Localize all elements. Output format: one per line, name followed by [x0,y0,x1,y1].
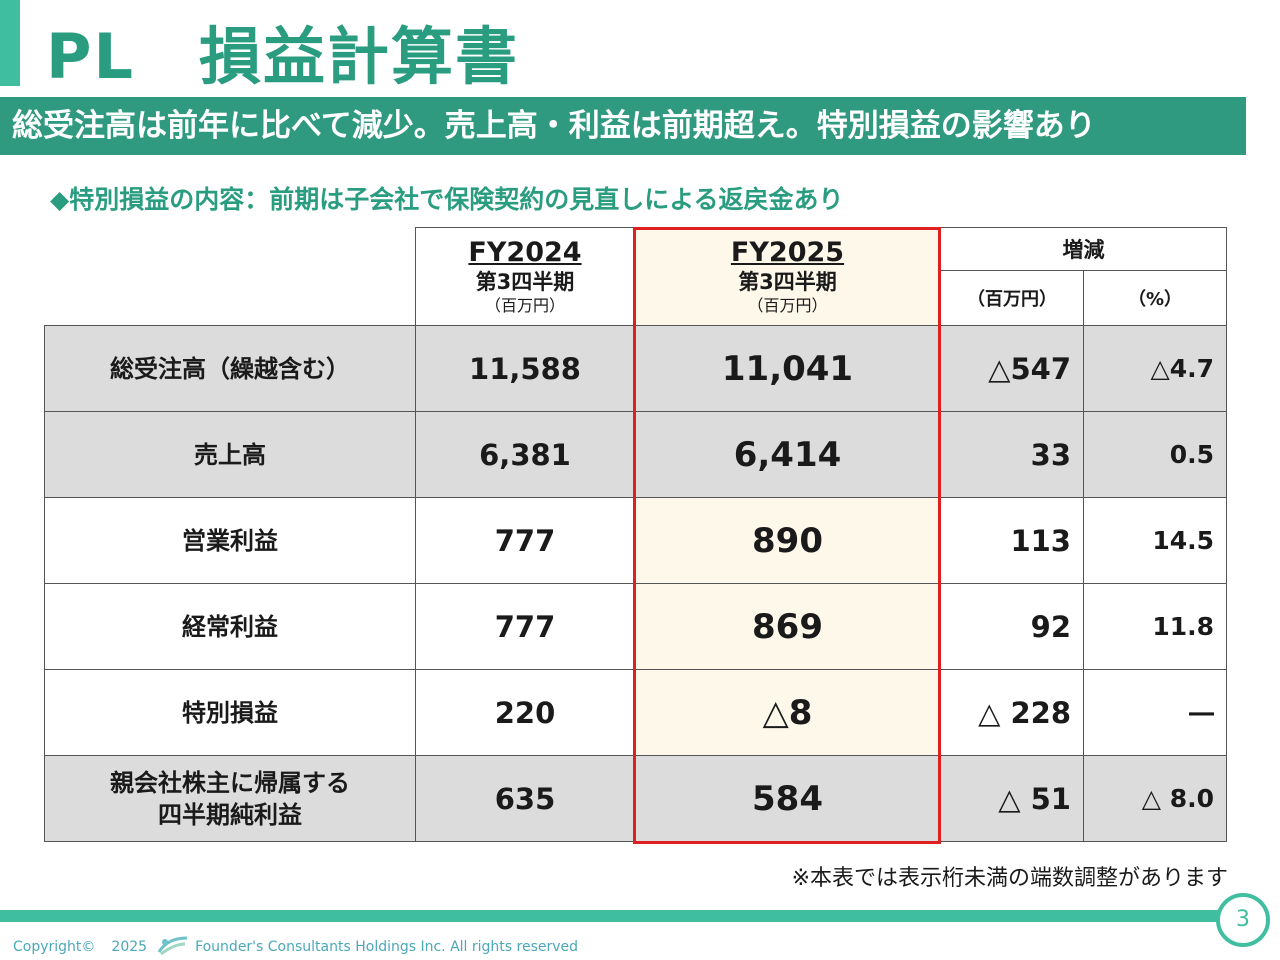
fy2025-value: 584 [634,755,941,842]
title-accent-bar [0,0,20,86]
diff-pct: ― [1083,669,1227,756]
diff-value: 92 [940,583,1084,670]
fy2025-period: 第3四半期 [738,269,837,294]
diff-value: 113 [940,497,1084,584]
row-label: 経常利益 [44,583,416,670]
header-blank-cell [44,227,416,326]
fy2024-value: 220 [415,669,635,756]
row-label: 特別損益 [44,669,416,756]
fy2025-year: FY2025 [730,236,845,268]
fy2024-value: 777 [415,583,635,670]
row-label: 営業利益 [44,497,416,584]
fy2024-value: 777 [415,497,635,584]
fy2025-value: 869 [634,583,941,670]
footer-copyright: Copyright© 2025 Founder's Consultants Ho… [13,934,578,960]
table-row: 売上高 6,381 6,414 33 0.5 [44,411,1227,498]
special-items-note: ◆特別損益の内容：前期は子会社で保険契約の見直しによる返戻金あり [50,185,844,214]
fy2025-value: 6,414 [634,411,941,498]
diff-value: 33 [940,411,1084,498]
header-diff-unit-pct: （%） [1083,270,1227,326]
row-label: 親会社株主に帰属する 四半期純利益 [44,755,416,842]
header-fy2025: FY2025 第3四半期 （百万円） [634,227,941,326]
page-number: 3 [1216,893,1270,947]
diff-value: △ 228 [940,669,1084,756]
fy2024-value: 11,588 [415,325,635,412]
fy2024-value: 6,381 [415,411,635,498]
company-logo-icon [157,934,189,960]
diff-pct: △4.7 [1083,325,1227,412]
summary-banner: 総受注高は前年に比べて減少。売上高・利益は前期超え。特別損益の影響あり [0,97,1246,155]
fy2024-unit: （百万円） [484,295,565,315]
footnote: ※本表では表示桁未満の端数調整があります [791,866,1228,891]
footer-accent-line [0,910,1230,922]
diff-value: △547 [940,325,1084,412]
fy2025-value: 11,041 [634,325,941,412]
fy2025-unit: （百万円） [747,295,828,315]
diff-pct: 11.8 [1083,583,1227,670]
row-label: 売上高 [44,411,416,498]
fy2025-value: 890 [634,497,941,584]
fy2024-value: 635 [415,755,635,842]
diff-pct: 14.5 [1083,497,1227,584]
fy2024-year: FY2024 [468,236,582,268]
pl-table: FY2024 第3四半期 （百万円） FY2025 第3四半期 （百万円） 増減… [44,227,1227,842]
fy2024-period: 第3四半期 [475,269,575,294]
table-row: 営業利益 777 890 113 14.5 [44,497,1227,584]
company-name: Founder's Consultants Holdings Inc. All … [195,939,579,955]
header-diff: 増減 [940,227,1227,271]
table-row: 総受注高（繰越含む） 11,588 11,041 △547 △4.7 [44,325,1227,412]
table-row: 特別損益 220 △8 △ 228 ― [44,669,1227,756]
page-title: PL 損益計算書 [46,20,519,93]
row-label: 総受注高（繰越含む） [44,325,416,412]
copyright-year: 2025 [111,939,148,955]
copyright-label: Copyright© [13,939,96,955]
header-fy2024: FY2024 第3四半期 （百万円） [415,227,635,326]
diff-pct: 0.5 [1083,411,1227,498]
diff-value: △ 51 [940,755,1084,842]
table-row: 親会社株主に帰属する 四半期純利益 635 584 △ 51 △ 8.0 [44,755,1227,842]
diff-pct: △ 8.0 [1083,755,1227,842]
header-diff-unit-amount: （百万円） [940,270,1084,326]
table-row: 経常利益 777 869 92 11.8 [44,583,1227,670]
fy2025-value: △8 [634,669,941,756]
